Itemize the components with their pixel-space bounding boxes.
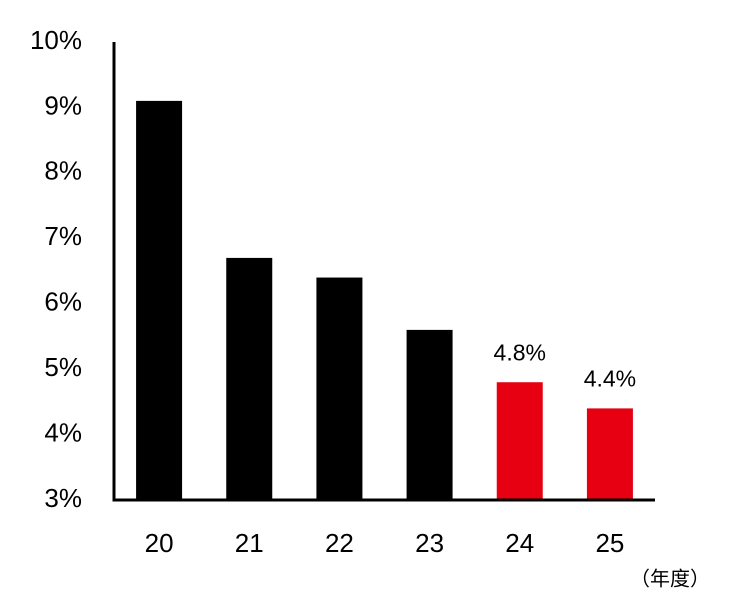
y-tick-label: 8% [44, 156, 82, 186]
y-tick-label: 9% [44, 90, 82, 120]
x-tick-label: 22 [325, 528, 354, 558]
y-tick-label: 7% [44, 221, 82, 251]
y-tick-label: 3% [44, 483, 82, 513]
bar [136, 100, 183, 500]
x-tick-label: 20 [145, 528, 174, 558]
bar [316, 277, 363, 500]
y-tick-label: 10% [30, 25, 82, 55]
value-label: 4.8% [494, 339, 546, 365]
x-tick-label: 24 [505, 528, 534, 558]
x-tick-label: 21 [235, 528, 264, 558]
x-tick-label: 23 [415, 528, 444, 558]
bar [496, 382, 543, 500]
bar [226, 257, 273, 500]
bar [586, 408, 633, 500]
y-tick-label: 5% [44, 352, 82, 382]
x-tick-label: 25 [595, 528, 624, 558]
y-tick-label: 4% [44, 417, 82, 447]
x-axis-unit: （年度） [630, 567, 710, 590]
value-label: 4.4% [584, 365, 636, 391]
bar [406, 329, 453, 500]
y-tick-label: 6% [44, 287, 82, 317]
